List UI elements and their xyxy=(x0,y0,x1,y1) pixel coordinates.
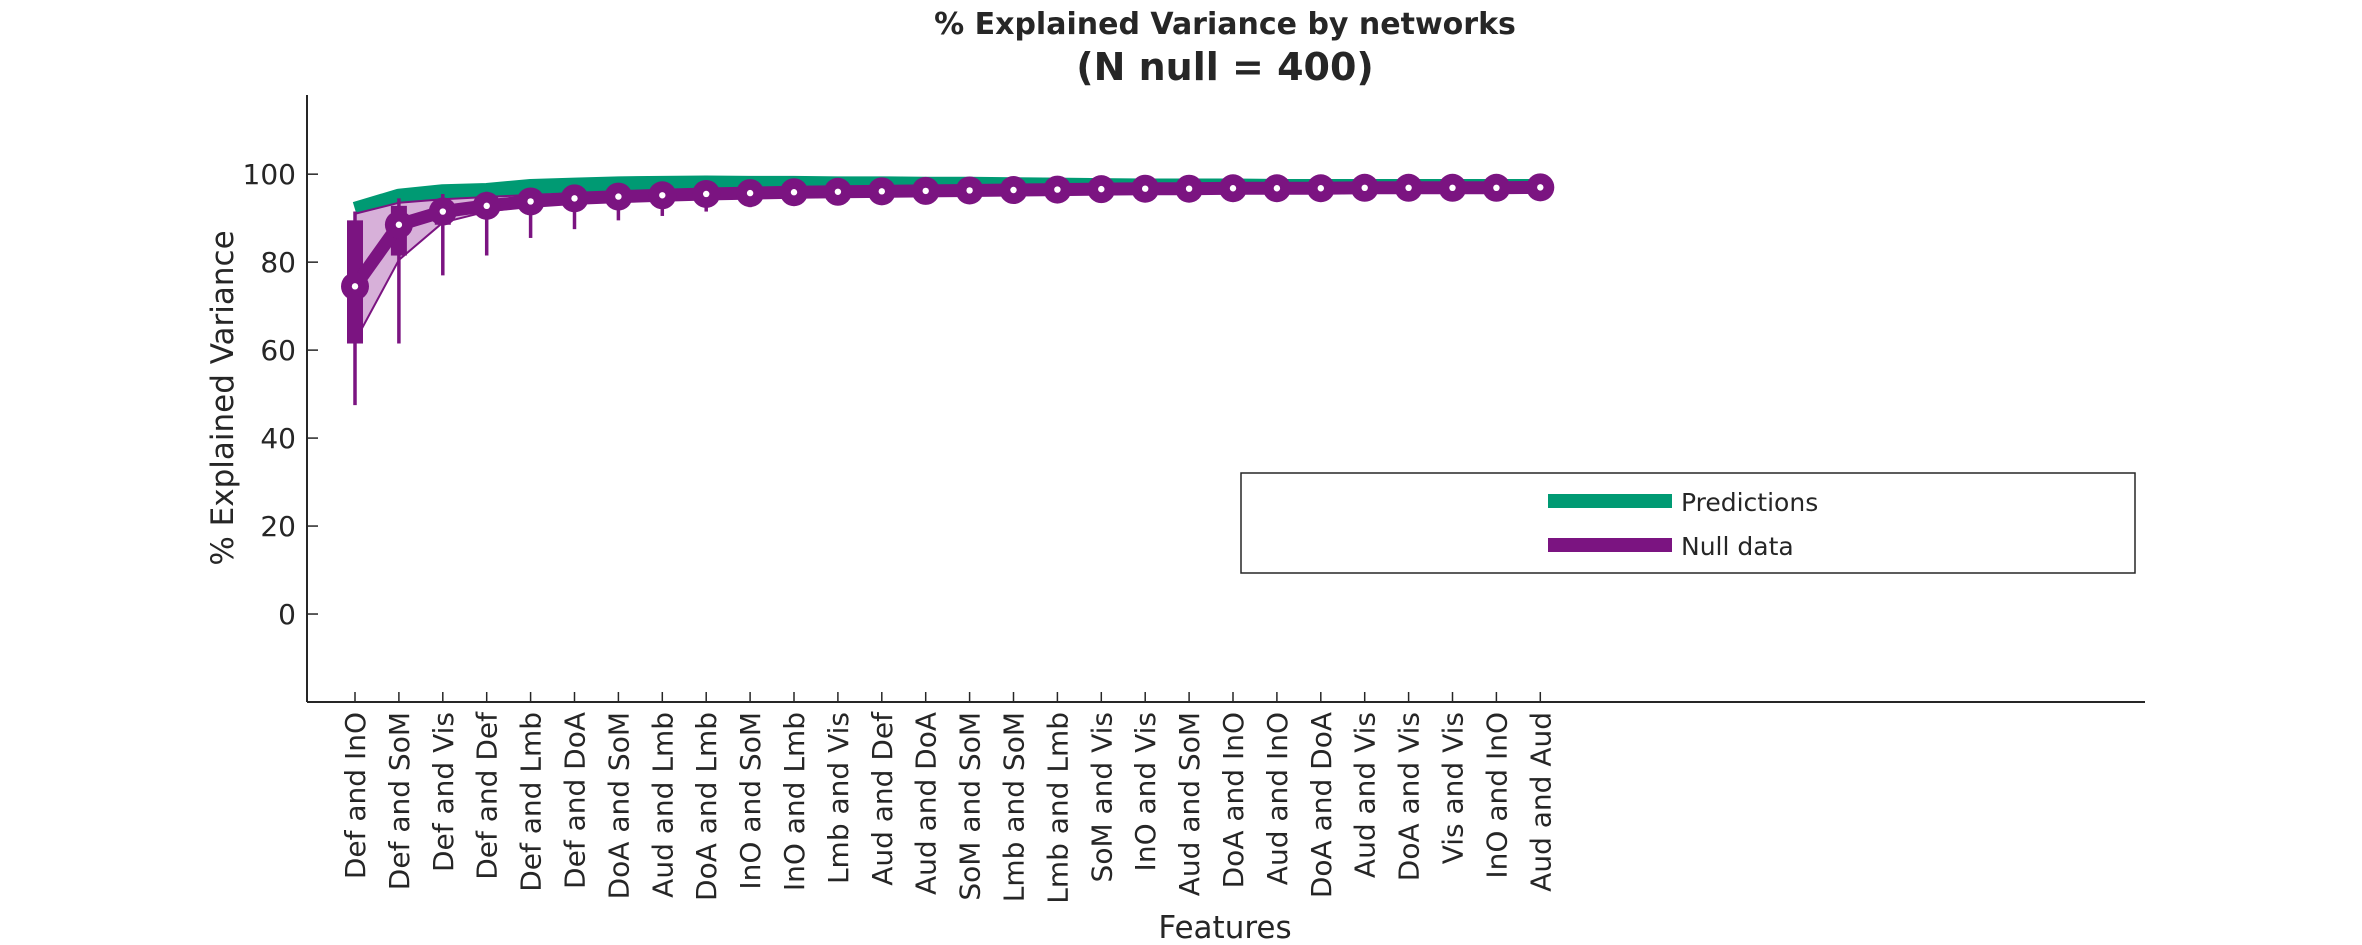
null-data-median-dot xyxy=(1361,184,1368,192)
x-tick-label: DoA and DoA xyxy=(1305,712,1338,898)
null-data-median-dot xyxy=(1010,186,1017,194)
null-data-median-dot xyxy=(483,202,490,210)
legend-label-predictions: Predictions xyxy=(1681,488,1818,517)
null-data-median-dot xyxy=(1098,185,1105,193)
plot-area xyxy=(341,173,1555,406)
null-data-median-dot xyxy=(615,193,622,200)
null-data-median-dot xyxy=(1405,184,1412,192)
x-tick-label: Aud and Lmb xyxy=(646,712,679,898)
x-tick-label: SoM and SoM xyxy=(954,712,987,901)
null-data-median-dot xyxy=(659,192,666,199)
null-data-median-dot xyxy=(1185,185,1193,192)
x-tick-label: Aud and DoA xyxy=(910,712,943,895)
y-tick-label: 40 xyxy=(260,422,296,455)
legend: Predictions Null data xyxy=(1240,472,2136,574)
x-tick-label: Def and Def xyxy=(471,711,504,880)
null-data-median-dot xyxy=(746,189,754,197)
null-data-median-line xyxy=(349,180,1541,291)
chart-subtitle: (N null = 400) xyxy=(1076,45,1374,89)
null-data-median-dot xyxy=(878,188,885,195)
null-data-median-dot xyxy=(703,190,710,198)
x-tick-label: SoM and Vis xyxy=(1085,712,1118,882)
x-tick-label: Def and Vis xyxy=(427,712,460,872)
x-tick-label: DoA and Vis xyxy=(1393,712,1426,881)
x-tick-label: Aud and Aud xyxy=(1524,712,1557,892)
x-tick-label: Lmb and Lmb xyxy=(1041,712,1074,904)
null-data-median-dot xyxy=(351,283,359,290)
x-tick-label: InO and Vis xyxy=(1129,712,1162,871)
null-data-median-dot xyxy=(790,189,798,196)
chart-title: % Explained Variance by networks xyxy=(934,7,1516,42)
x-tick-label: InO and InO xyxy=(1480,712,1513,879)
null-data-median-dot xyxy=(439,208,446,215)
x-tick-label: Def and Lmb xyxy=(515,712,548,892)
null-data-median-dot xyxy=(571,195,578,202)
null-data-median-dot xyxy=(527,198,534,205)
y-axis-ticks: 0 20 40 60 80 100 xyxy=(243,158,318,631)
null-data-median-dot xyxy=(1537,184,1544,191)
y-axis-label: % Explained Variance xyxy=(205,230,241,565)
legend-box xyxy=(1240,472,2136,574)
y-tick-label: 20 xyxy=(260,510,296,543)
x-tick-label: DoA and InO xyxy=(1217,712,1250,888)
null-data-median-dot xyxy=(834,188,842,195)
y-tick-label: 100 xyxy=(243,158,296,191)
y-tick-label: 80 xyxy=(260,246,296,279)
null-data-median-dot xyxy=(966,187,973,194)
x-tick-label: Def and SoM xyxy=(383,712,416,890)
null-data-median-dot xyxy=(395,221,403,228)
x-tick-label: DoA and Lmb xyxy=(690,712,723,901)
x-axis-ticks: Def and InO Def and SoM Def and Vis Def and… xyxy=(339,692,1557,904)
x-tick-label: Vis and Vis xyxy=(1437,712,1470,864)
y-tick-label: 60 xyxy=(260,334,296,367)
x-tick-label: DoA and SoM xyxy=(602,712,635,899)
x-tick-label: Aud and SoM xyxy=(1173,712,1206,896)
x-tick-label: Aud and Vis xyxy=(1349,712,1382,878)
null-data-median-dot xyxy=(1142,185,1149,192)
legend-label-null-data: Null data xyxy=(1681,532,1794,561)
x-tick-label: InO and SoM xyxy=(734,712,767,890)
x-tick-label: Def and InO xyxy=(339,712,372,879)
x-tick-label: Def and DoA xyxy=(559,712,592,889)
x-tick-label: Aud and InO xyxy=(1261,712,1294,885)
y-tick-label: 0 xyxy=(278,598,296,631)
x-tick-label: Aud and Def xyxy=(866,711,899,886)
null-data-median-dot xyxy=(922,187,929,195)
x-axis-label: Features xyxy=(1158,910,1291,945)
x-tick-label: Lmb and SoM xyxy=(998,712,1031,902)
null-data-median-dot xyxy=(1449,184,1456,192)
null-data-median-dot xyxy=(1054,186,1061,193)
null-data-median-dot xyxy=(1493,184,1500,192)
null-data-median-dot xyxy=(1273,185,1281,192)
x-tick-label: InO and Lmb xyxy=(778,712,811,891)
null-data-median-dot xyxy=(1229,185,1237,192)
x-tick-label: Lmb and Vis xyxy=(822,712,855,884)
null-data-median-dot xyxy=(1317,185,1325,192)
